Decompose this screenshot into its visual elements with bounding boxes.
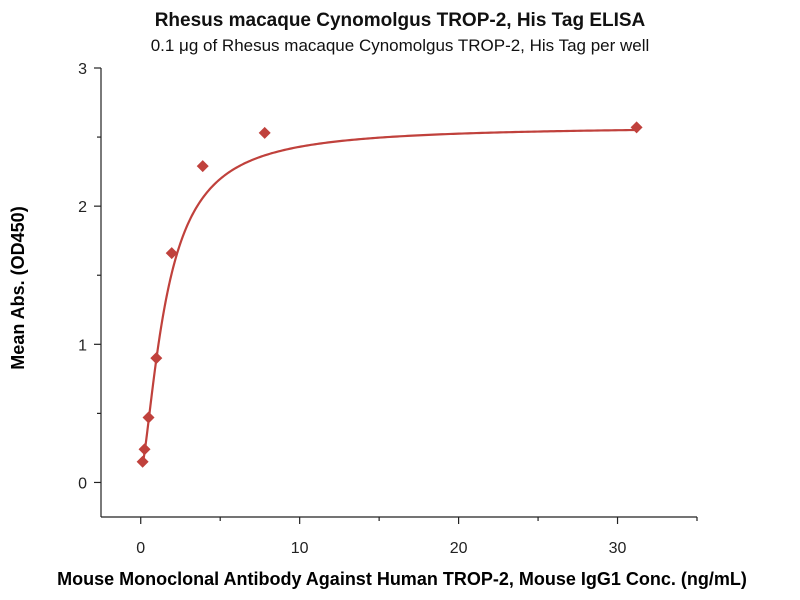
data-point-diamond <box>138 443 151 456</box>
data-point-diamond <box>165 247 178 260</box>
data-point-diamond <box>630 121 643 134</box>
x-tick-label: 0 <box>136 540 145 557</box>
x-axis-label: Mouse Monoclonal Antibody Against Human … <box>57 569 747 589</box>
y-axis-label: Mean Abs. (OD450) <box>8 206 28 369</box>
chart-title: Rhesus macaque Cynomolgus TROP-2, His Ta… <box>155 10 646 31</box>
x-tick-label: 10 <box>291 540 309 557</box>
y-tick-label: 2 <box>78 199 87 216</box>
x-axis-ticks: 0 10 20 30 <box>136 517 698 557</box>
data-points <box>136 121 643 468</box>
x-tick-label: 20 <box>450 540 468 557</box>
chart-subtitle: 0.1 μg of Rhesus macaque Cynomolgus TROP… <box>151 36 650 55</box>
x-tick-label: 30 <box>609 540 627 557</box>
y-tick-label: 3 <box>78 61 87 78</box>
data-point-diamond <box>258 126 271 139</box>
data-point-diamond <box>136 455 149 468</box>
y-tick-label: 0 <box>78 475 87 492</box>
y-axis-ticks: 0 1 2 3 <box>78 61 101 492</box>
data-point-diamond <box>196 160 209 173</box>
fit-curve-line <box>141 128 637 465</box>
y-tick-label: 1 <box>78 337 87 354</box>
data-point-diamond <box>142 411 155 424</box>
data-point-diamond <box>150 352 163 365</box>
